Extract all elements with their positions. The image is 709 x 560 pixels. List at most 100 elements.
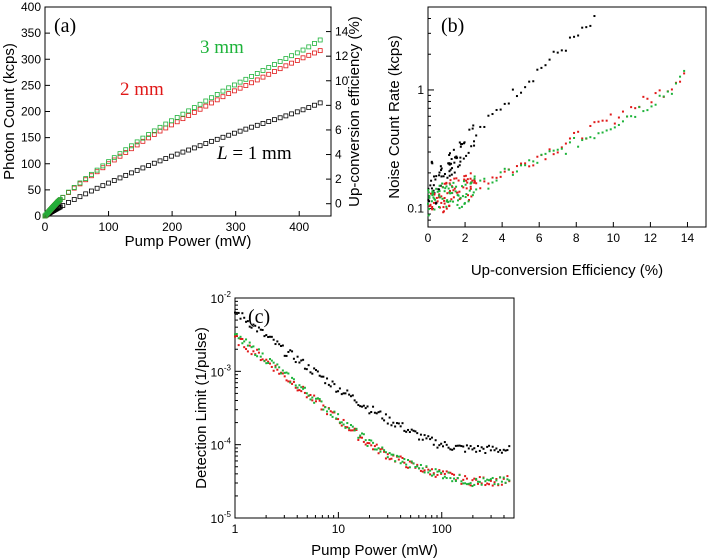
marker-3-mm bbox=[431, 193, 434, 196]
y-tick-label: 10-2 bbox=[211, 290, 232, 306]
marker-3-mm bbox=[456, 203, 459, 206]
marker-3-mm bbox=[464, 183, 467, 186]
marker-3-mm bbox=[478, 480, 481, 483]
x-tick-label: 10 bbox=[607, 231, 621, 245]
marker-3-mm bbox=[475, 188, 478, 191]
marker-2-mm bbox=[449, 179, 452, 182]
marker-2-mm bbox=[355, 428, 358, 431]
marker-2-mm bbox=[581, 137, 584, 140]
y-tick-label: 250 bbox=[21, 78, 41, 92]
marker-l-1-mm bbox=[77, 194, 83, 200]
marker-2-mm bbox=[366, 442, 369, 445]
marker-3-mm bbox=[520, 164, 523, 167]
marker-l-1-mm bbox=[260, 121, 266, 126]
marker-3-mm bbox=[392, 453, 395, 456]
marker-3-mm bbox=[447, 201, 450, 204]
marker-l-1-mm bbox=[256, 330, 259, 333]
marker-3-mm bbox=[428, 194, 431, 197]
marker-l-1-mm bbox=[140, 165, 146, 171]
y-tick-exponent: -5 bbox=[224, 510, 232, 519]
marker-2-mm bbox=[294, 58, 300, 63]
marker-2-mm bbox=[305, 396, 308, 399]
marker-2-mm bbox=[427, 468, 430, 471]
marker-3-mm bbox=[662, 95, 665, 98]
y2-tick-label: 2 bbox=[335, 172, 342, 186]
marker-3-mm bbox=[511, 173, 514, 176]
marker-2-mm bbox=[469, 177, 472, 180]
marker-l-1-mm bbox=[298, 361, 301, 364]
marker-l-1-mm bbox=[388, 416, 391, 419]
marker-2-mm bbox=[654, 92, 657, 95]
marker-l-1-mm bbox=[460, 445, 463, 448]
marker-2-mm bbox=[278, 372, 281, 375]
marker-3-mm bbox=[476, 480, 479, 483]
marker-2-mm bbox=[476, 482, 479, 485]
marker-2-mm bbox=[520, 162, 523, 165]
marker-2-mm bbox=[388, 458, 391, 461]
marker-3-mm bbox=[331, 415, 334, 418]
marker-2-mm bbox=[463, 175, 466, 178]
marker-2-mm bbox=[658, 89, 661, 92]
marker-2-mm bbox=[491, 176, 494, 179]
marker-l-1-mm bbox=[60, 203, 66, 208]
marker-2-mm bbox=[462, 186, 465, 189]
x-tick-label: 12 bbox=[644, 231, 658, 245]
marker-2-mm bbox=[560, 146, 563, 149]
marker-3-mm bbox=[434, 468, 437, 471]
marker-3-mm bbox=[83, 176, 89, 181]
marker-l-1-mm bbox=[460, 143, 463, 146]
marker-2-mm bbox=[443, 182, 446, 185]
marker-3-mm bbox=[294, 384, 297, 387]
marker-3-mm bbox=[300, 386, 303, 389]
marker-3-mm bbox=[357, 436, 360, 439]
marker-l-1-mm bbox=[493, 449, 496, 452]
marker-l-1-mm bbox=[401, 422, 404, 425]
marker-2-mm bbox=[670, 88, 673, 91]
marker-3-mm bbox=[231, 82, 237, 88]
marker-l-1-mm bbox=[313, 367, 316, 370]
y-tick-exponent: -2 bbox=[224, 290, 232, 299]
marker-l-1-mm bbox=[502, 448, 505, 451]
marker-3-mm bbox=[318, 398, 321, 401]
marker-3-mm bbox=[613, 126, 616, 129]
marker-2-mm bbox=[220, 94, 226, 100]
marker-3-mm bbox=[384, 451, 387, 454]
marker-3-mm bbox=[56, 198, 62, 203]
marker-3-mm bbox=[457, 194, 460, 197]
marker-3-mm bbox=[226, 85, 232, 91]
marker-3-mm bbox=[361, 432, 364, 435]
marker-l-1-mm bbox=[442, 175, 445, 178]
marker-l-1-mm bbox=[397, 422, 400, 425]
marker-l-1-mm bbox=[111, 178, 117, 183]
marker-3-mm bbox=[654, 103, 657, 106]
marker-l-1-mm bbox=[57, 204, 63, 210]
marker-l-1-mm bbox=[88, 188, 94, 194]
marker-2-mm bbox=[237, 85, 243, 91]
plot-frame bbox=[427, 6, 707, 228]
marker-l-1-mm bbox=[432, 443, 435, 446]
marker-3-mm bbox=[427, 191, 430, 194]
marker-3-mm bbox=[464, 196, 467, 199]
marker-2-mm bbox=[423, 469, 426, 472]
marker-3-mm bbox=[423, 471, 426, 474]
marker-3-mm bbox=[329, 413, 332, 416]
x-tick-label: 10 bbox=[332, 522, 346, 536]
marker-l-1-mm bbox=[455, 155, 458, 158]
y-tick-label: 100 bbox=[21, 157, 41, 171]
marker-3-mm bbox=[372, 441, 375, 444]
marker-l-1-mm bbox=[66, 199, 71, 205]
marker-3-mm bbox=[452, 181, 455, 184]
marker-l-1-mm bbox=[280, 345, 283, 348]
marker-l-1-mm bbox=[203, 141, 209, 146]
marker-2-mm bbox=[452, 189, 455, 192]
marker-3-mm bbox=[585, 137, 588, 140]
marker-2-mm bbox=[438, 469, 441, 472]
marker-3-mm bbox=[450, 191, 453, 194]
marker-l-1-mm bbox=[427, 187, 430, 190]
marker-l-1-mm bbox=[484, 451, 487, 454]
marker-l-1-mm bbox=[532, 80, 535, 83]
marker-l-1-mm bbox=[71, 197, 77, 202]
marker-l-1-mm bbox=[283, 113, 289, 119]
marker-3-mm bbox=[453, 477, 456, 480]
